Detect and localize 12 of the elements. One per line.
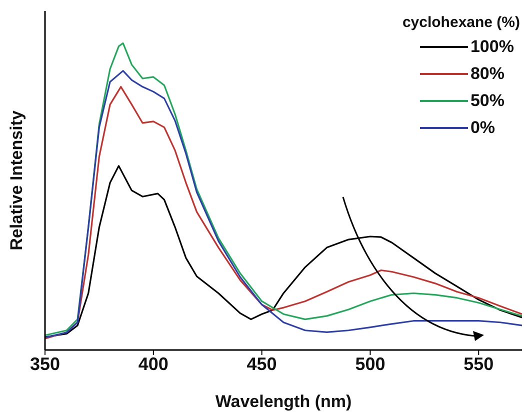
legend-label: 100% [470, 36, 514, 56]
legend-title: cyclohexane (%) [402, 14, 520, 31]
legend-label: 80% [470, 64, 504, 84]
y-axis-title: Relative Intensity [7, 110, 26, 250]
x-tick-label: 350 [30, 354, 60, 374]
legend-label: 50% [470, 90, 504, 110]
x-tick-label: 550 [464, 354, 494, 374]
x-tick-label: 500 [355, 354, 386, 374]
x-tick-label: 400 [138, 354, 168, 374]
x-tick-label: 450 [246, 354, 277, 374]
x-axis-title: Wavelength (nm) [215, 392, 352, 411]
legend-label: 0% [470, 118, 496, 138]
